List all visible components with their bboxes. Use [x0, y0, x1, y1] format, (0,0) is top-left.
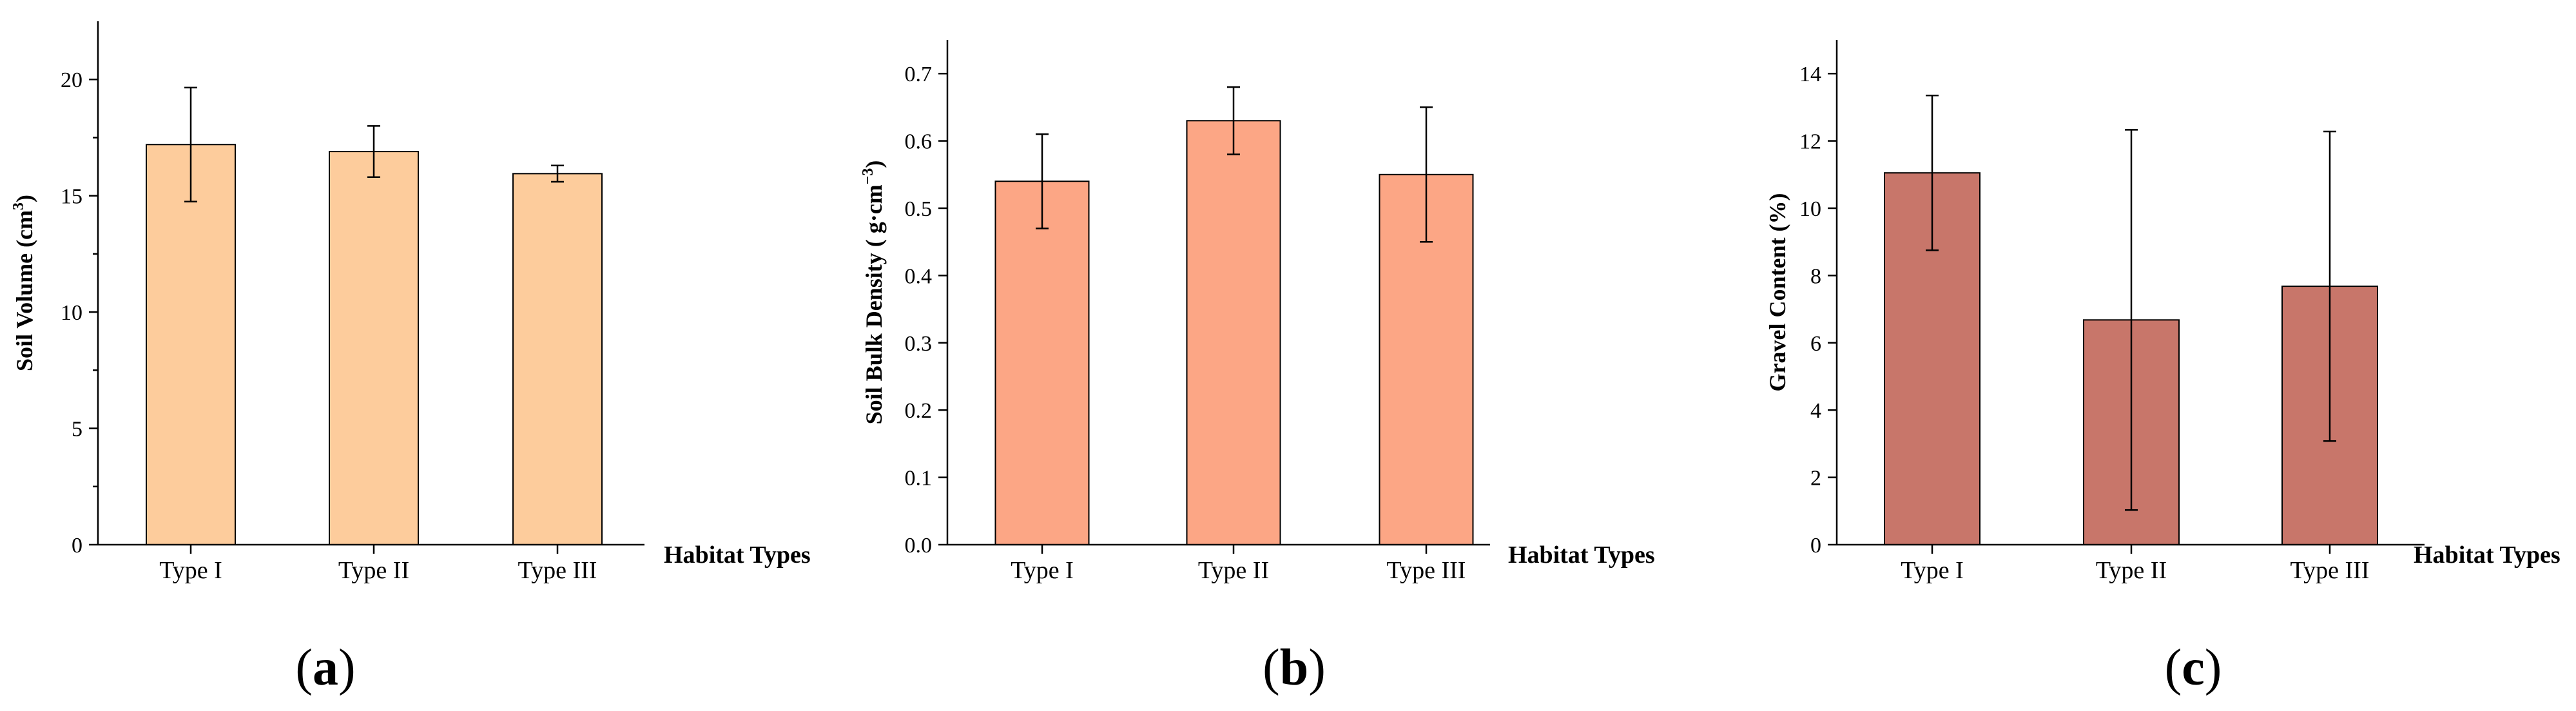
- x-tick-label: Type II: [2096, 557, 2167, 584]
- y-axis-title-main: Gravel Content (%): [1765, 193, 1790, 392]
- y-tick-label: 12: [1799, 130, 1821, 154]
- panel-label-letter: a: [313, 639, 338, 696]
- x-tick-label: Type II: [1198, 557, 1269, 584]
- x-tick-label: Type I: [1011, 557, 1074, 584]
- y-tick-label: 4: [1810, 399, 1821, 423]
- panel-label: (c): [2165, 639, 2222, 696]
- panel-label-letter: b: [1280, 639, 1309, 696]
- error-bar-1: [1926, 94, 1939, 251]
- error-bar-1: [1036, 133, 1049, 229]
- chart-panel-b: 0.0 0.1 0.2 0.3 0.4 0.5 0.6 0.7 Type I Type II Typ…: [860, 40, 1655, 696]
- y-tick-label: 0.1: [905, 467, 933, 491]
- y-axis-title-tail: ): [12, 195, 37, 202]
- panel-label-close: ): [1308, 639, 1326, 696]
- error-bar-3: [2323, 130, 2336, 442]
- y-tick-label: 0.7: [905, 63, 933, 86]
- bar-1: [994, 180, 1090, 545]
- y-tick-label: 10: [61, 301, 82, 325]
- panel-label-open: (: [295, 639, 313, 696]
- y-axis-title: Gravel Content (%): [1765, 193, 1790, 392]
- y-tick-label: 0.3: [905, 332, 933, 356]
- bar-2: [329, 151, 419, 545]
- x-tick-label: Type II: [338, 557, 409, 584]
- panel-label-close: ): [338, 639, 356, 696]
- error-bar-2: [367, 125, 380, 179]
- y-tick-label: 0: [72, 534, 82, 558]
- y-tick-label: 2: [1810, 467, 1821, 491]
- y-axis-title-main: Soil Volume (cm: [12, 210, 37, 371]
- y-tick-label: 5: [72, 418, 82, 442]
- panel-label-close: ): [2205, 639, 2222, 696]
- x-tick-label: Type III: [1387, 557, 1466, 584]
- y-tick-label: 14: [1799, 63, 1821, 86]
- error-bar-2: [1227, 86, 1240, 155]
- y-tick-label: 6: [1810, 332, 1821, 356]
- x-tick-label: Type III: [2290, 557, 2370, 584]
- y-tick-label: 0.0: [905, 534, 933, 558]
- y-axis-title: Soil Bulk Density ( g·cm−3): [860, 161, 887, 425]
- error-bar-2: [2125, 129, 2138, 511]
- error-bar-3: [551, 164, 564, 183]
- x-tick-label: Type III: [518, 557, 597, 584]
- panel-label: (a): [295, 639, 355, 696]
- y-tick-label: 0.5: [905, 197, 933, 221]
- panel-label-open: (: [2165, 639, 2182, 696]
- y-tick-label: 8: [1810, 264, 1821, 288]
- y-tick-label: 0: [1810, 534, 1821, 558]
- error-bar-3: [1420, 106, 1433, 243]
- panel-label-open: (: [1263, 639, 1280, 696]
- x-axis-title: Habitat Types: [1508, 541, 1655, 569]
- y-axis-title-superscript: −3: [860, 168, 876, 185]
- y-axis-title-tail: ): [861, 161, 887, 168]
- chart-panel-c: 0 2 4 6 8 10 12 14 Type I Type II Type III Habitat …: [1765, 40, 2561, 696]
- y-tick-label: 10: [1799, 197, 1821, 221]
- y-tick-label: 0.6: [905, 130, 933, 154]
- panel-label: (b): [1263, 639, 1326, 696]
- x-tick-label: Type I: [1901, 557, 1964, 584]
- x-axis-title: Habitat Types: [664, 541, 811, 569]
- y-axis-title-superscript: 3: [10, 202, 27, 210]
- y-tick-label: 0.2: [905, 399, 933, 423]
- bar-1: [146, 144, 236, 545]
- y-tick-label: 20: [61, 68, 82, 92]
- chart-panel-a: 0 5 10 15 20 Type I Type II Type III Habitat Typ…: [10, 21, 811, 696]
- x-axis-title: Habitat Types: [2414, 541, 2561, 569]
- y-axis-title-main: Soil Bulk Density ( g·cm: [861, 184, 887, 424]
- y-tick-label: 15: [61, 185, 82, 209]
- y-axis-title: Soil Volume (cm3): [10, 195, 37, 371]
- bar-2: [1186, 120, 1281, 545]
- bar-3: [512, 173, 603, 546]
- error-bar-1: [184, 86, 197, 202]
- y-tick-label: 0.4: [905, 264, 933, 288]
- x-tick-label: Type I: [159, 557, 222, 584]
- panel-label-letter: c: [2182, 639, 2205, 696]
